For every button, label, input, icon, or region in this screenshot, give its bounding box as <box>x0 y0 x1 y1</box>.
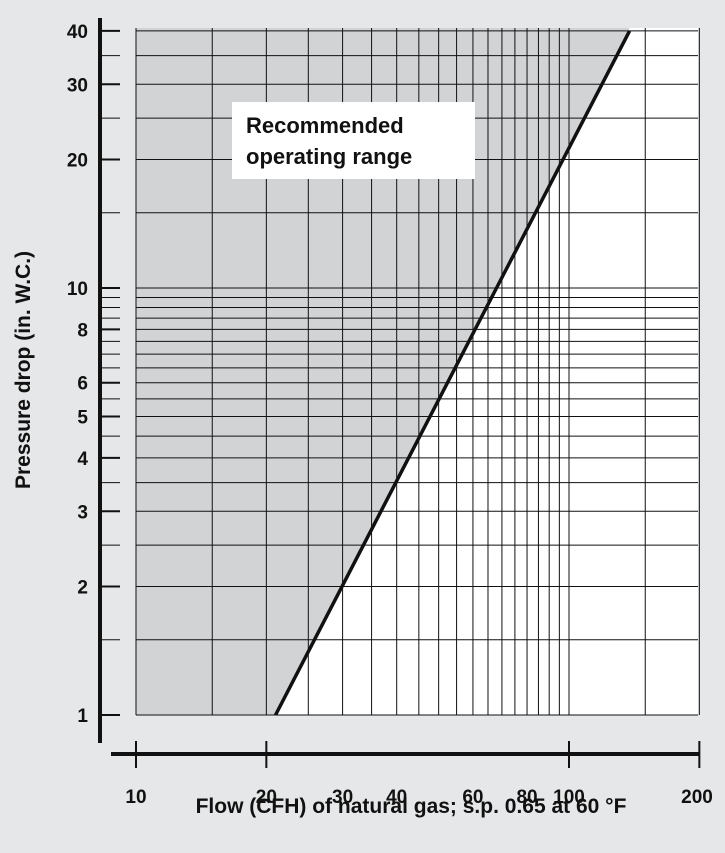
x-tick-label: 60 <box>462 787 483 808</box>
y-ticks: 1 2 3 4 5 6 8 10 20 30 40 <box>67 22 120 727</box>
x-tick-label: 200 <box>681 787 713 808</box>
annotation-line-2: operating range <box>246 144 413 169</box>
x-axis-label: Flow (CFH) of natural gas; s.p. 0.65 at … <box>196 795 627 818</box>
y-tick-label: 2 <box>77 577 88 598</box>
y-tick-label: 3 <box>77 502 88 523</box>
y-tick-label: 6 <box>77 374 88 395</box>
x-tick-label: 100 <box>553 787 585 808</box>
x-tick-label: 10 <box>125 787 146 808</box>
y-axis-label: Pressure drop (in. W.C.) <box>12 251 35 489</box>
operating-range-annotation: Recommended operating range <box>232 102 475 179</box>
series-line <box>273 30 632 716</box>
y-tick-label: 1 <box>77 706 88 727</box>
y-tick-label: 20 <box>67 150 88 171</box>
annotation-line-1: Recommended <box>246 113 404 138</box>
y-tick-label: 5 <box>77 408 88 429</box>
y-tick-label: 40 <box>67 22 88 43</box>
x-ticks: 10 20 30 40 60 80 100 200 <box>125 741 713 808</box>
x-tick-label: 40 <box>386 787 407 808</box>
x-tick-label: 20 <box>256 787 277 808</box>
y-tick-label: 10 <box>67 279 88 300</box>
y-tick-label: 8 <box>77 320 88 341</box>
y-tick-label: 4 <box>77 449 88 470</box>
x-tick-label: 80 <box>516 787 537 808</box>
y-tick-label: 30 <box>67 75 88 96</box>
recommended-range-shading <box>136 28 630 715</box>
x-tick-label: 30 <box>332 787 353 808</box>
